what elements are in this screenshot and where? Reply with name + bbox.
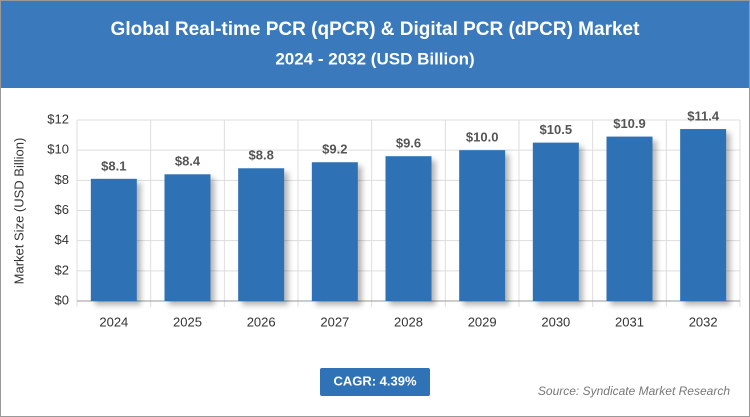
source: Source: Syndicate Market Research: [538, 384, 730, 398]
y-tick-label: $6: [55, 202, 69, 217]
y-tick-label: $4: [55, 232, 69, 247]
bar: [459, 150, 506, 301]
y-tick-label: $10: [47, 142, 69, 157]
x-tick-label: 2027: [320, 314, 349, 329]
bar: [238, 168, 285, 301]
bar: [385, 156, 432, 301]
x-tick-label: 2028: [394, 314, 423, 329]
x-tick-label: 2024: [99, 314, 128, 329]
chart-title: Global Real-time PCR (qPCR) & Digital PC…: [111, 19, 641, 40]
y-tick-label: $2: [55, 262, 69, 277]
x-tick-label: 2029: [468, 314, 497, 329]
value-label: $11.4: [687, 108, 720, 123]
y-tick-label: $8: [55, 172, 69, 187]
bar: [606, 136, 653, 301]
x-tick-label: 2032: [689, 314, 718, 329]
x-tick-label: 2030: [541, 314, 570, 329]
x-tick-label: 2026: [247, 314, 276, 329]
cagr-badge: [320, 368, 430, 396]
y-tick-label: $12: [47, 111, 69, 126]
bar: [90, 178, 137, 301]
x-tick-label: 2025: [173, 314, 202, 329]
value-label: $10.0: [466, 130, 499, 145]
x-tick-label: 2031: [615, 314, 644, 329]
value-label: $8.4: [175, 154, 201, 169]
y-tick-label: $0: [55, 292, 69, 307]
value-label: $8.1: [101, 158, 126, 173]
annotation: CAGR: 4.39%: [333, 373, 417, 388]
value-label: $9.6: [396, 136, 421, 151]
value-label: $10.9: [613, 116, 646, 131]
header: [1, 1, 749, 88]
value-label: $9.2: [322, 142, 347, 157]
value-label: $8.8: [249, 148, 274, 163]
y-axis-label: Market Size (USD Billion): [11, 138, 26, 285]
bar: [164, 174, 211, 301]
value-label: $10.5: [540, 122, 573, 137]
bar: [311, 162, 358, 301]
bar: [680, 129, 727, 301]
chart-subtitle: 2024 - 2032 (USD Billion): [275, 49, 474, 68]
bar: [532, 142, 579, 301]
